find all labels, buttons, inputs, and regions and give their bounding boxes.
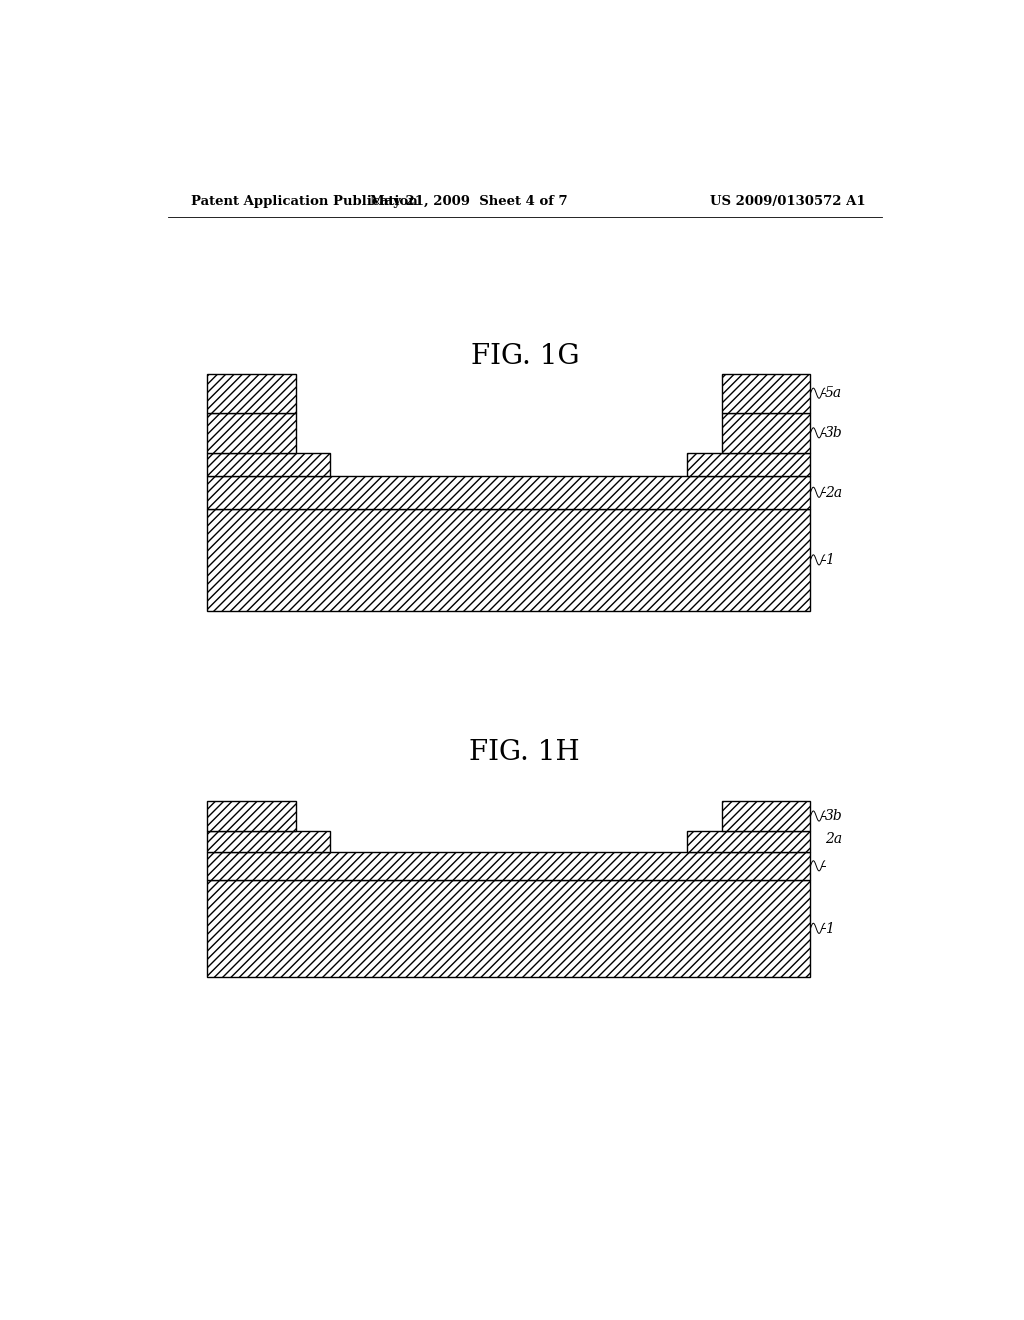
Text: FIG. 1H: FIG. 1H	[469, 739, 581, 767]
Text: 3b: 3b	[824, 426, 843, 440]
Text: 2a: 2a	[824, 833, 842, 846]
Bar	[687, 453, 811, 475]
Bar	[207, 880, 811, 977]
Text: Patent Application Publication: Patent Application Publication	[191, 194, 418, 207]
Text: 1: 1	[824, 553, 834, 566]
Text: US 2009/0130572 A1: US 2009/0130572 A1	[711, 194, 866, 207]
Bar	[207, 413, 296, 453]
Text: 1: 1	[824, 921, 834, 936]
Text: 2a: 2a	[824, 486, 842, 500]
Text: 5a: 5a	[824, 387, 842, 400]
Bar	[722, 413, 811, 453]
Bar	[207, 510, 811, 611]
Bar	[207, 374, 296, 412]
Bar	[207, 801, 296, 832]
Bar	[207, 453, 331, 475]
Bar	[722, 374, 811, 412]
Text: May 21, 2009  Sheet 4 of 7: May 21, 2009 Sheet 4 of 7	[371, 194, 568, 207]
Bar	[207, 475, 811, 510]
Text: 3b: 3b	[824, 809, 843, 822]
Bar	[722, 801, 811, 832]
Bar	[207, 832, 331, 851]
Bar	[687, 832, 811, 851]
Text: FIG. 1G: FIG. 1G	[471, 343, 579, 370]
Bar	[207, 851, 811, 880]
